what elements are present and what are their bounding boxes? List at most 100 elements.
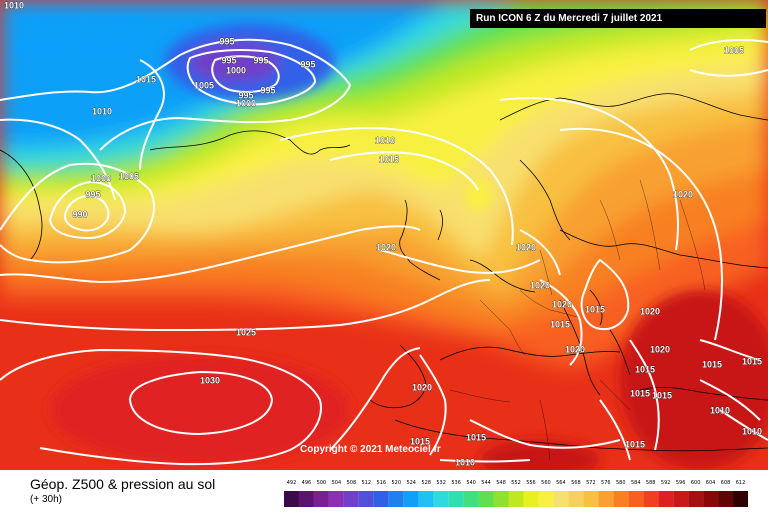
isobar-label: 990 xyxy=(72,209,87,219)
isobar-label: 1020 xyxy=(650,344,670,354)
legend-tick-label: 504 xyxy=(332,480,342,486)
legend-swatch xyxy=(433,491,449,507)
isobar-label: 1020 xyxy=(516,242,536,252)
forecast-time: 14:00 locale xyxy=(14,34,134,56)
legend-tick-label: 544 xyxy=(481,480,491,486)
isobar-label: 1015 xyxy=(635,364,655,374)
isobar-label: 1015 xyxy=(136,74,156,84)
isobar-label: 1030 xyxy=(200,375,220,385)
legend-swatch xyxy=(284,491,299,507)
country-borders xyxy=(449,179,706,461)
isobar-label: 1010 xyxy=(375,135,395,145)
isobar-label: 1020 xyxy=(530,280,550,290)
isobar-label: 1000 xyxy=(236,98,256,108)
legend-swatch xyxy=(703,491,719,507)
copyright-notice: Copyright © 2021 Meteociel.fr xyxy=(300,444,441,455)
legend-tick-label: 492 xyxy=(287,480,297,486)
legend-swatch xyxy=(643,491,659,507)
isobar-label: 1010 xyxy=(92,106,112,116)
legend-swatch xyxy=(598,491,614,507)
isobar-label: 1000 xyxy=(91,173,111,183)
isobar-label: 1015 xyxy=(742,356,762,366)
legend-swatch xyxy=(478,491,494,507)
legend-tick-label: 576 xyxy=(601,480,611,486)
isobar-label: 1015 xyxy=(585,304,605,314)
legend-swatch xyxy=(658,491,674,507)
legend-swatch xyxy=(463,491,479,507)
isobar-label: 1010 xyxy=(710,405,730,415)
legend-swatch xyxy=(553,491,569,507)
legend-swatch xyxy=(568,491,584,507)
isobar-label: 995 xyxy=(253,55,268,65)
isobar-label: 995 xyxy=(300,59,315,69)
forecast-offset: (+ 30h) xyxy=(30,494,62,505)
legend-tick-label: 596 xyxy=(676,480,686,486)
legend-swatch xyxy=(313,491,329,507)
legend-tick-label: 592 xyxy=(661,480,671,486)
isobar-label: 1020 xyxy=(640,306,660,316)
footer: Géop. Z500 & pression au sol (+ 30h) 492… xyxy=(0,470,768,512)
legend-tick-label: 532 xyxy=(436,480,446,486)
isobar-label: 1015 xyxy=(466,432,486,442)
isobar-label: 1010 xyxy=(455,457,475,467)
legend-tick-label: 572 xyxy=(586,480,596,486)
isobars xyxy=(0,38,768,466)
legend-swatch xyxy=(493,491,509,507)
legend-swatch xyxy=(388,491,404,507)
legend-tick-label: 548 xyxy=(496,480,506,486)
legend-swatch xyxy=(538,491,554,507)
isobar-label: 1010 xyxy=(742,426,762,436)
z500-high-core-east xyxy=(620,290,768,470)
legend-swatch xyxy=(418,491,434,507)
legend-tick-label: 552 xyxy=(511,480,521,486)
legend-tick-label: 568 xyxy=(571,480,581,486)
isobar-label: 1015 xyxy=(550,319,570,329)
z500-high-core xyxy=(50,355,350,465)
isobar-label: 1015 xyxy=(379,154,399,164)
isobar-label: 995 xyxy=(85,189,100,199)
z500-yellow-cell xyxy=(464,179,492,211)
isobar-label: 1020 xyxy=(565,344,585,354)
legend-tick-label: 580 xyxy=(616,480,626,486)
isobar-label: 1020 xyxy=(552,299,572,309)
weather-map: 1010 995 995 995 995 1000 1005 995 995 1000 1015 10… xyxy=(0,0,768,470)
legend-tick-label: 496 xyxy=(302,480,312,486)
legend-tick-label: 512 xyxy=(362,480,372,486)
legend-swatch xyxy=(298,491,314,507)
isobar-label: 1005 xyxy=(119,171,139,181)
legend-tick-label: 608 xyxy=(721,480,731,486)
forecast-date: Jeudi 8 juillet 2021 xyxy=(14,12,147,29)
legend-swatch xyxy=(343,491,359,507)
legend-tick-label: 604 xyxy=(706,480,716,486)
isobar-label: 1000 xyxy=(226,65,246,75)
isobar-label: 1015 xyxy=(702,359,722,369)
legend-swatch xyxy=(673,491,689,507)
legend-tick-label: 560 xyxy=(541,480,551,486)
isobar-label: 995 xyxy=(221,55,236,65)
legend-swatch xyxy=(403,491,419,507)
isobar-label: 1005 xyxy=(194,80,214,90)
isobar-label: 1020 xyxy=(673,189,693,199)
legend-swatch xyxy=(613,491,629,507)
isobar-label: 1015 xyxy=(625,439,645,449)
legend-tick-label: 528 xyxy=(421,480,431,486)
legend-tick-label: 564 xyxy=(556,480,566,486)
legend-tick-label: 536 xyxy=(451,480,461,486)
legend-swatch xyxy=(373,491,389,507)
legend-tick-label: 516 xyxy=(377,480,387,486)
legend-tick-label: 508 xyxy=(347,480,357,486)
legend-tick-label: 540 xyxy=(466,480,476,486)
isobar-label: 1020 xyxy=(412,382,432,392)
legend-swatch xyxy=(688,491,704,507)
legend-tick-label: 600 xyxy=(691,480,701,486)
legend-swatch xyxy=(358,491,374,507)
map-title: Géop. Z500 & pression au sol xyxy=(30,476,216,492)
isobar-label: 1020 xyxy=(376,242,396,252)
isobar-label: 1005 xyxy=(724,45,744,55)
legend-swatch xyxy=(733,491,748,507)
legend-swatch xyxy=(448,491,464,507)
legend-swatch xyxy=(583,491,599,507)
isobar-label: 1015 xyxy=(410,436,430,446)
isobar-label: 995 xyxy=(219,36,234,46)
